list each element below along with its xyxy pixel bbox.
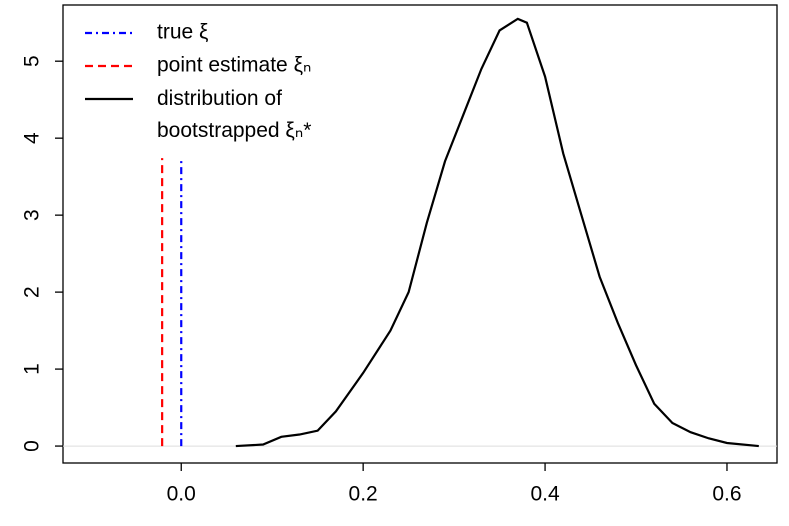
y-tick-label: 2: [21, 286, 44, 298]
y-tick-label: 1: [21, 363, 44, 375]
x-tick-label: 0.0: [167, 483, 196, 506]
y-tick-label: 4: [21, 132, 44, 144]
y-tick-label: 5: [21, 55, 44, 67]
legend-label: true ξ: [157, 21, 208, 44]
legend-label: distribution of bootstrapped ξₙ*: [157, 87, 311, 142]
y-tick-label: 3: [21, 209, 44, 221]
x-tick-label: 0.4: [530, 483, 560, 506]
x-tick-label: 0.6: [712, 483, 741, 506]
plot-frame: [62, 4, 778, 464]
series-line: [235, 17, 759, 448]
legend-label: point estimate ξₙ: [157, 54, 311, 77]
x-tick-label: 0.2: [349, 483, 378, 506]
y-tick-label: 0: [21, 440, 44, 452]
